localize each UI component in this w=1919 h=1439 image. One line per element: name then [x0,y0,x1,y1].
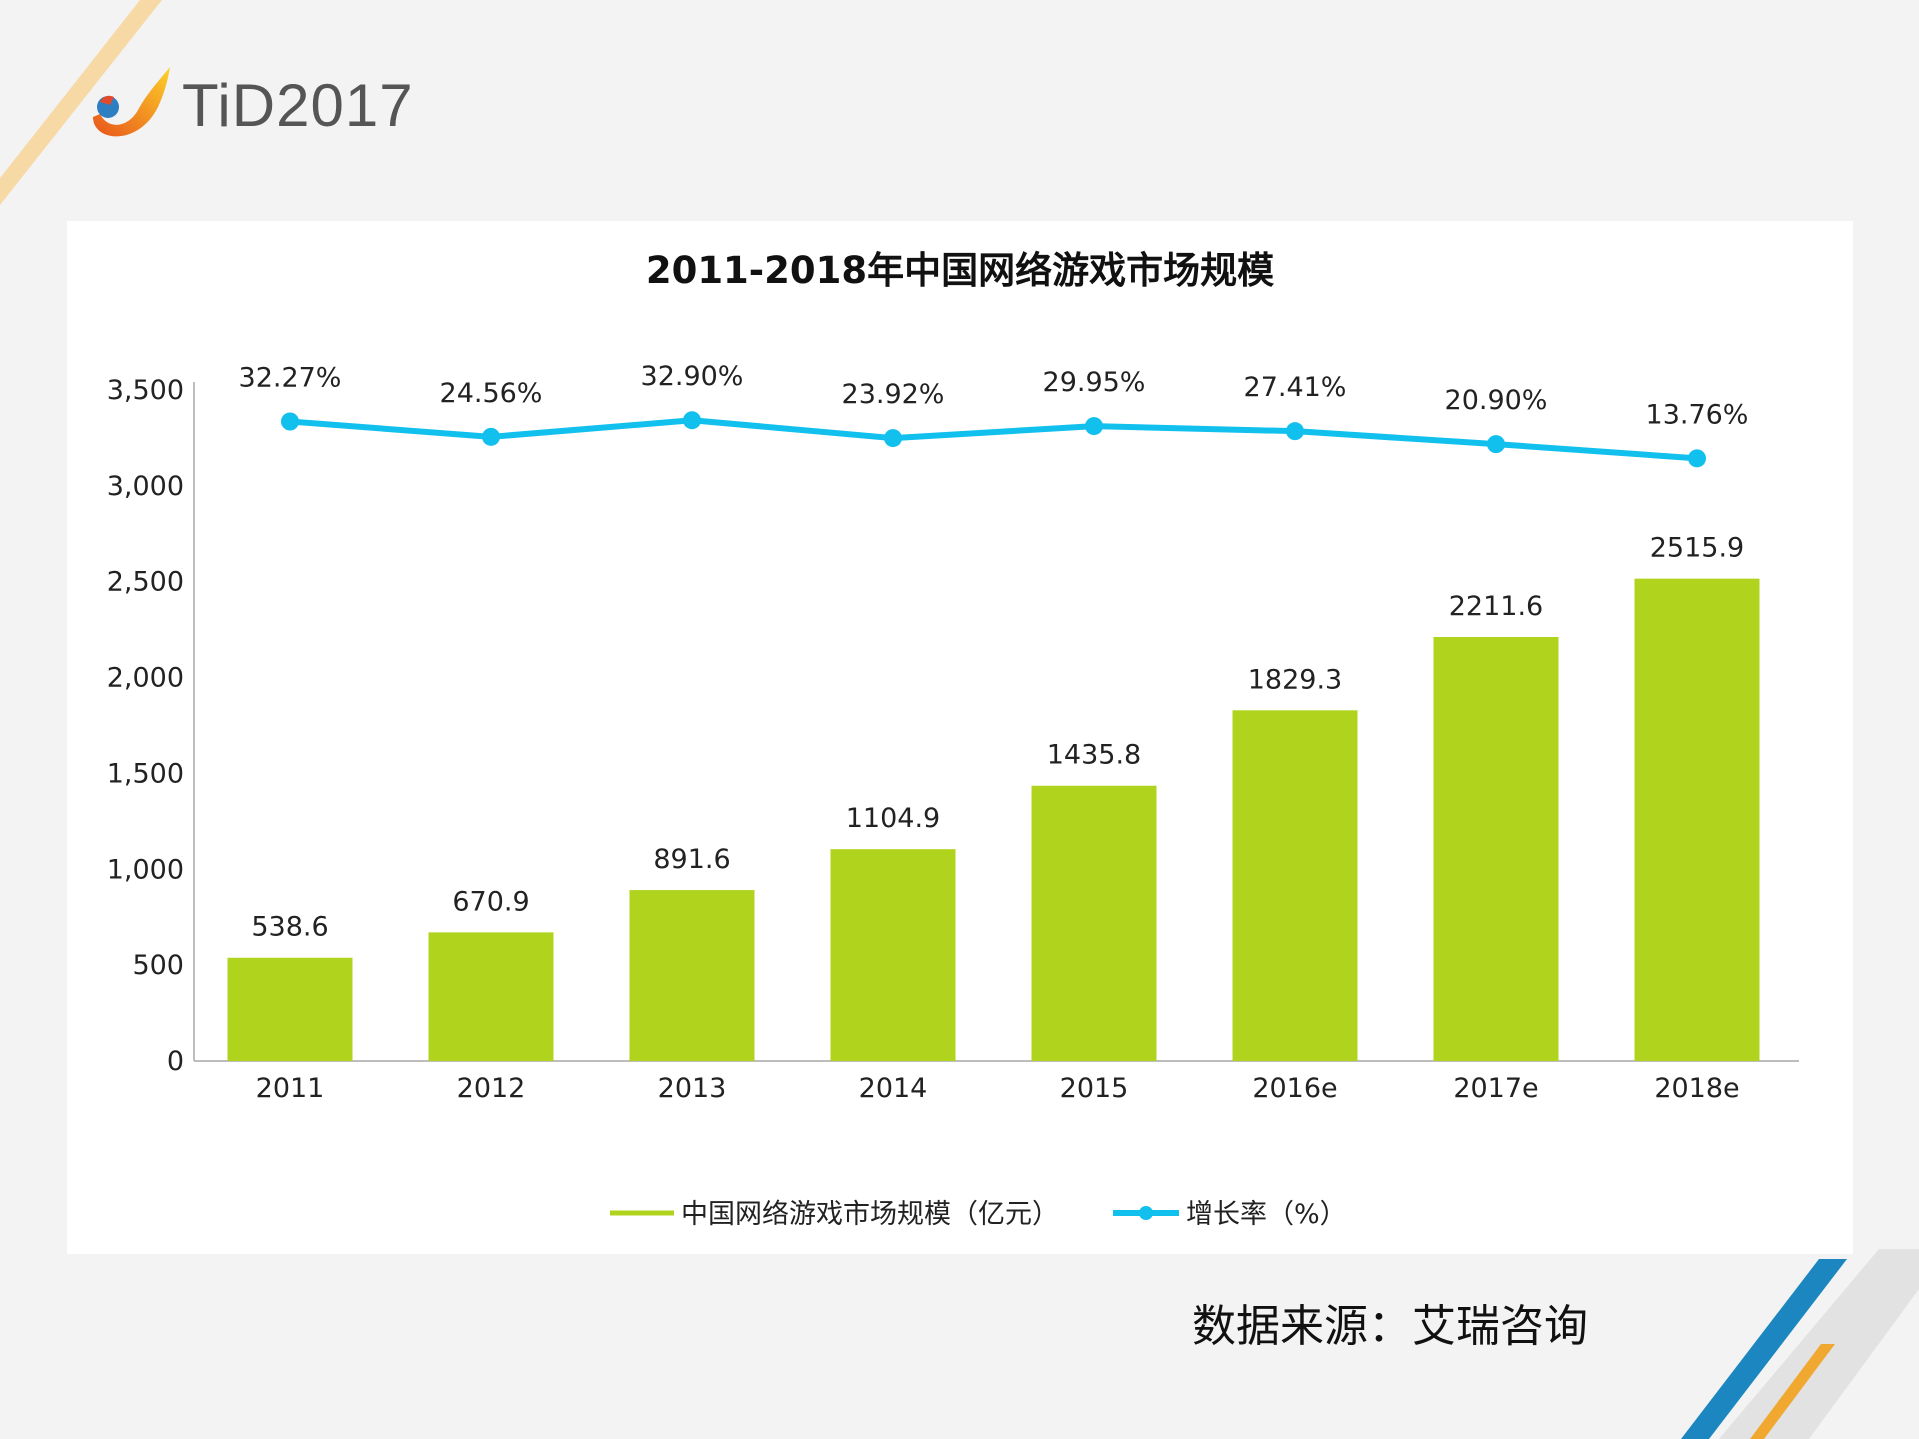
decorative-stripes-bottom-right [1681,1249,1919,1439]
bar [1634,578,1760,1061]
bar-value-label: 1104.9 [846,803,940,834]
growth-rate-label: 23.92% [842,379,945,410]
logo: TiD2017 [88,62,414,148]
chart-title: 2011-2018年中国网络游戏市场规模 [646,249,1274,292]
growth-rate-label: 24.56% [440,378,543,409]
logo-text: TiD2017 [182,71,414,139]
bar [1031,785,1157,1061]
x-tick-label: 2015 [1060,1073,1129,1104]
y-tick-label: 2,500 [107,567,184,598]
growth-rate-label: 13.76% [1646,399,1749,430]
y-tick-label: 3,500 [107,375,184,406]
growth-rate-line [289,417,1698,462]
growth-rate-point [1085,417,1103,436]
bar [830,849,956,1061]
bar [1232,710,1358,1061]
flame-logo-icon [93,67,170,137]
bar-value-label: 2211.6 [1449,591,1543,622]
bar-value-label: 670.9 [452,886,529,917]
y-tick-label: 500 [132,950,184,981]
legend-line-marker [1139,1206,1153,1220]
legend-line-label: 增长率（%） [1186,1199,1347,1230]
growth-rate-label: 29.95% [1043,367,1146,398]
growth-rate-point [1487,435,1505,454]
y-tick-label: 3,000 [107,471,184,502]
bar [428,932,554,1061]
growth-rate-point [281,412,299,431]
x-tick-label: 2017e [1453,1073,1538,1104]
x-tick-label: 2016e [1252,1073,1337,1104]
source-note: 数据来源：艾瑞咨询 [1192,1301,1588,1352]
bar [227,957,353,1061]
chart: 2011-2018年中国网络游戏市场规模 0 500 1,000 1,500 2,000 2… [107,249,1799,1230]
x-tick-label: 2011 [256,1073,325,1104]
y-tick-label: 1,500 [107,758,184,789]
x-tick-label: 2013 [658,1073,727,1104]
bar [629,890,755,1061]
bar [1433,637,1559,1061]
x-tick-label: 2012 [457,1073,526,1104]
bar-value-label: 2515.9 [1650,533,1744,564]
growth-rate-label: 27.41% [1244,372,1347,403]
bar-value-label: 1829.3 [1248,664,1342,695]
growth-rate-point [482,427,500,446]
growth-rate-point [884,429,902,448]
y-tick-label: 1,000 [107,854,184,885]
x-tick-label: 2014 [859,1073,928,1104]
growth-rate-point [1286,422,1304,441]
growth-rate-label: 32.27% [239,363,342,394]
decorative-stripe-top-left [0,0,162,205]
growth-rate-point [1688,449,1706,468]
bar-value-label: 538.6 [251,912,328,943]
growth-rate-point [683,411,701,430]
y-tick-label: 2,000 [107,663,184,694]
growth-rate-label: 20.90% [1445,385,1548,416]
legend-bar-label: 中国网络游戏市场规模（亿元） [681,1199,1059,1230]
chart-panel: 2011-2018年中国网络游戏市场规模 0 500 1,000 1,500 2,000 2… [67,221,1853,1254]
y-tick-label: 0 [167,1046,184,1077]
bar-value-label: 891.6 [653,844,730,875]
x-tick-label: 2018e [1654,1073,1739,1104]
growth-rate-label: 32.90% [641,361,744,392]
bar-value-label: 1435.8 [1047,740,1141,771]
